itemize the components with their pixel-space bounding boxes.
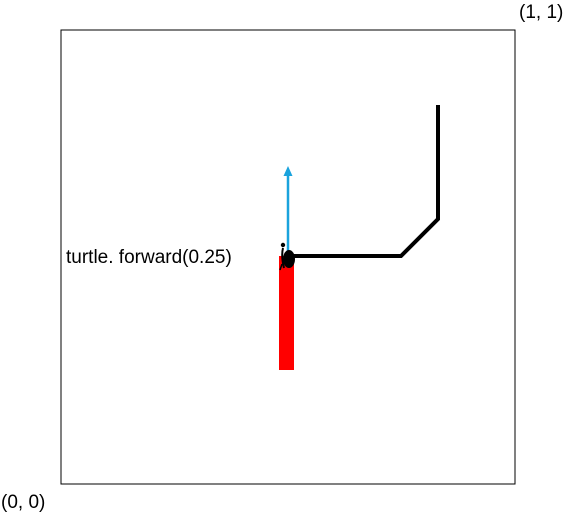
- turtle-path: [288, 105, 440, 258]
- arrow-up-icon: [283, 166, 293, 256]
- origin-coordinate-label: (0, 0): [1, 492, 45, 513]
- forward-move-bar: [279, 256, 294, 370]
- canvas-frame: [60, 29, 516, 485]
- command-label: turtle. forward(0.25): [66, 247, 232, 268]
- top-right-coordinate-label: (1, 1): [519, 2, 563, 23]
- turtle-icon: [279, 242, 295, 271]
